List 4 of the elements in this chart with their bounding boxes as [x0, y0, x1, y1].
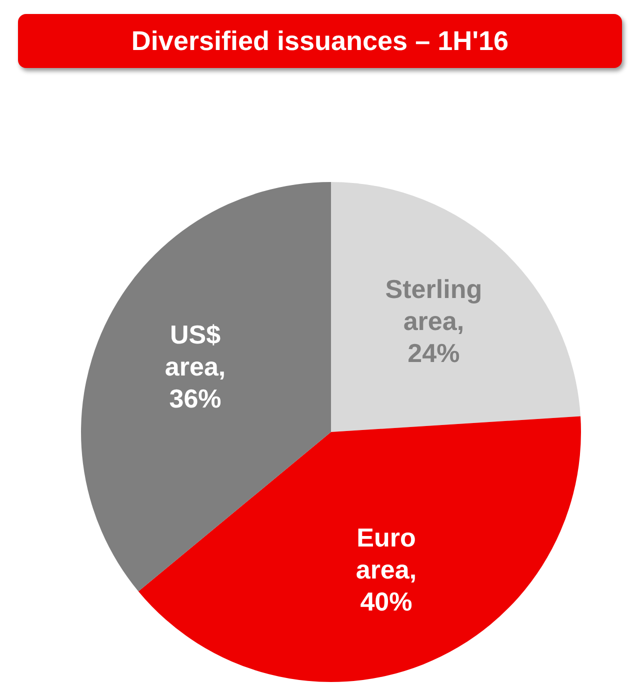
slice-label: Sterling area, 24%	[385, 274, 482, 368]
chart-title: Diversified issuances – 1H'16	[18, 14, 622, 68]
slice-label: Euro area, 40%	[356, 522, 417, 617]
slice-label: US$ area, 36%	[164, 319, 226, 414]
